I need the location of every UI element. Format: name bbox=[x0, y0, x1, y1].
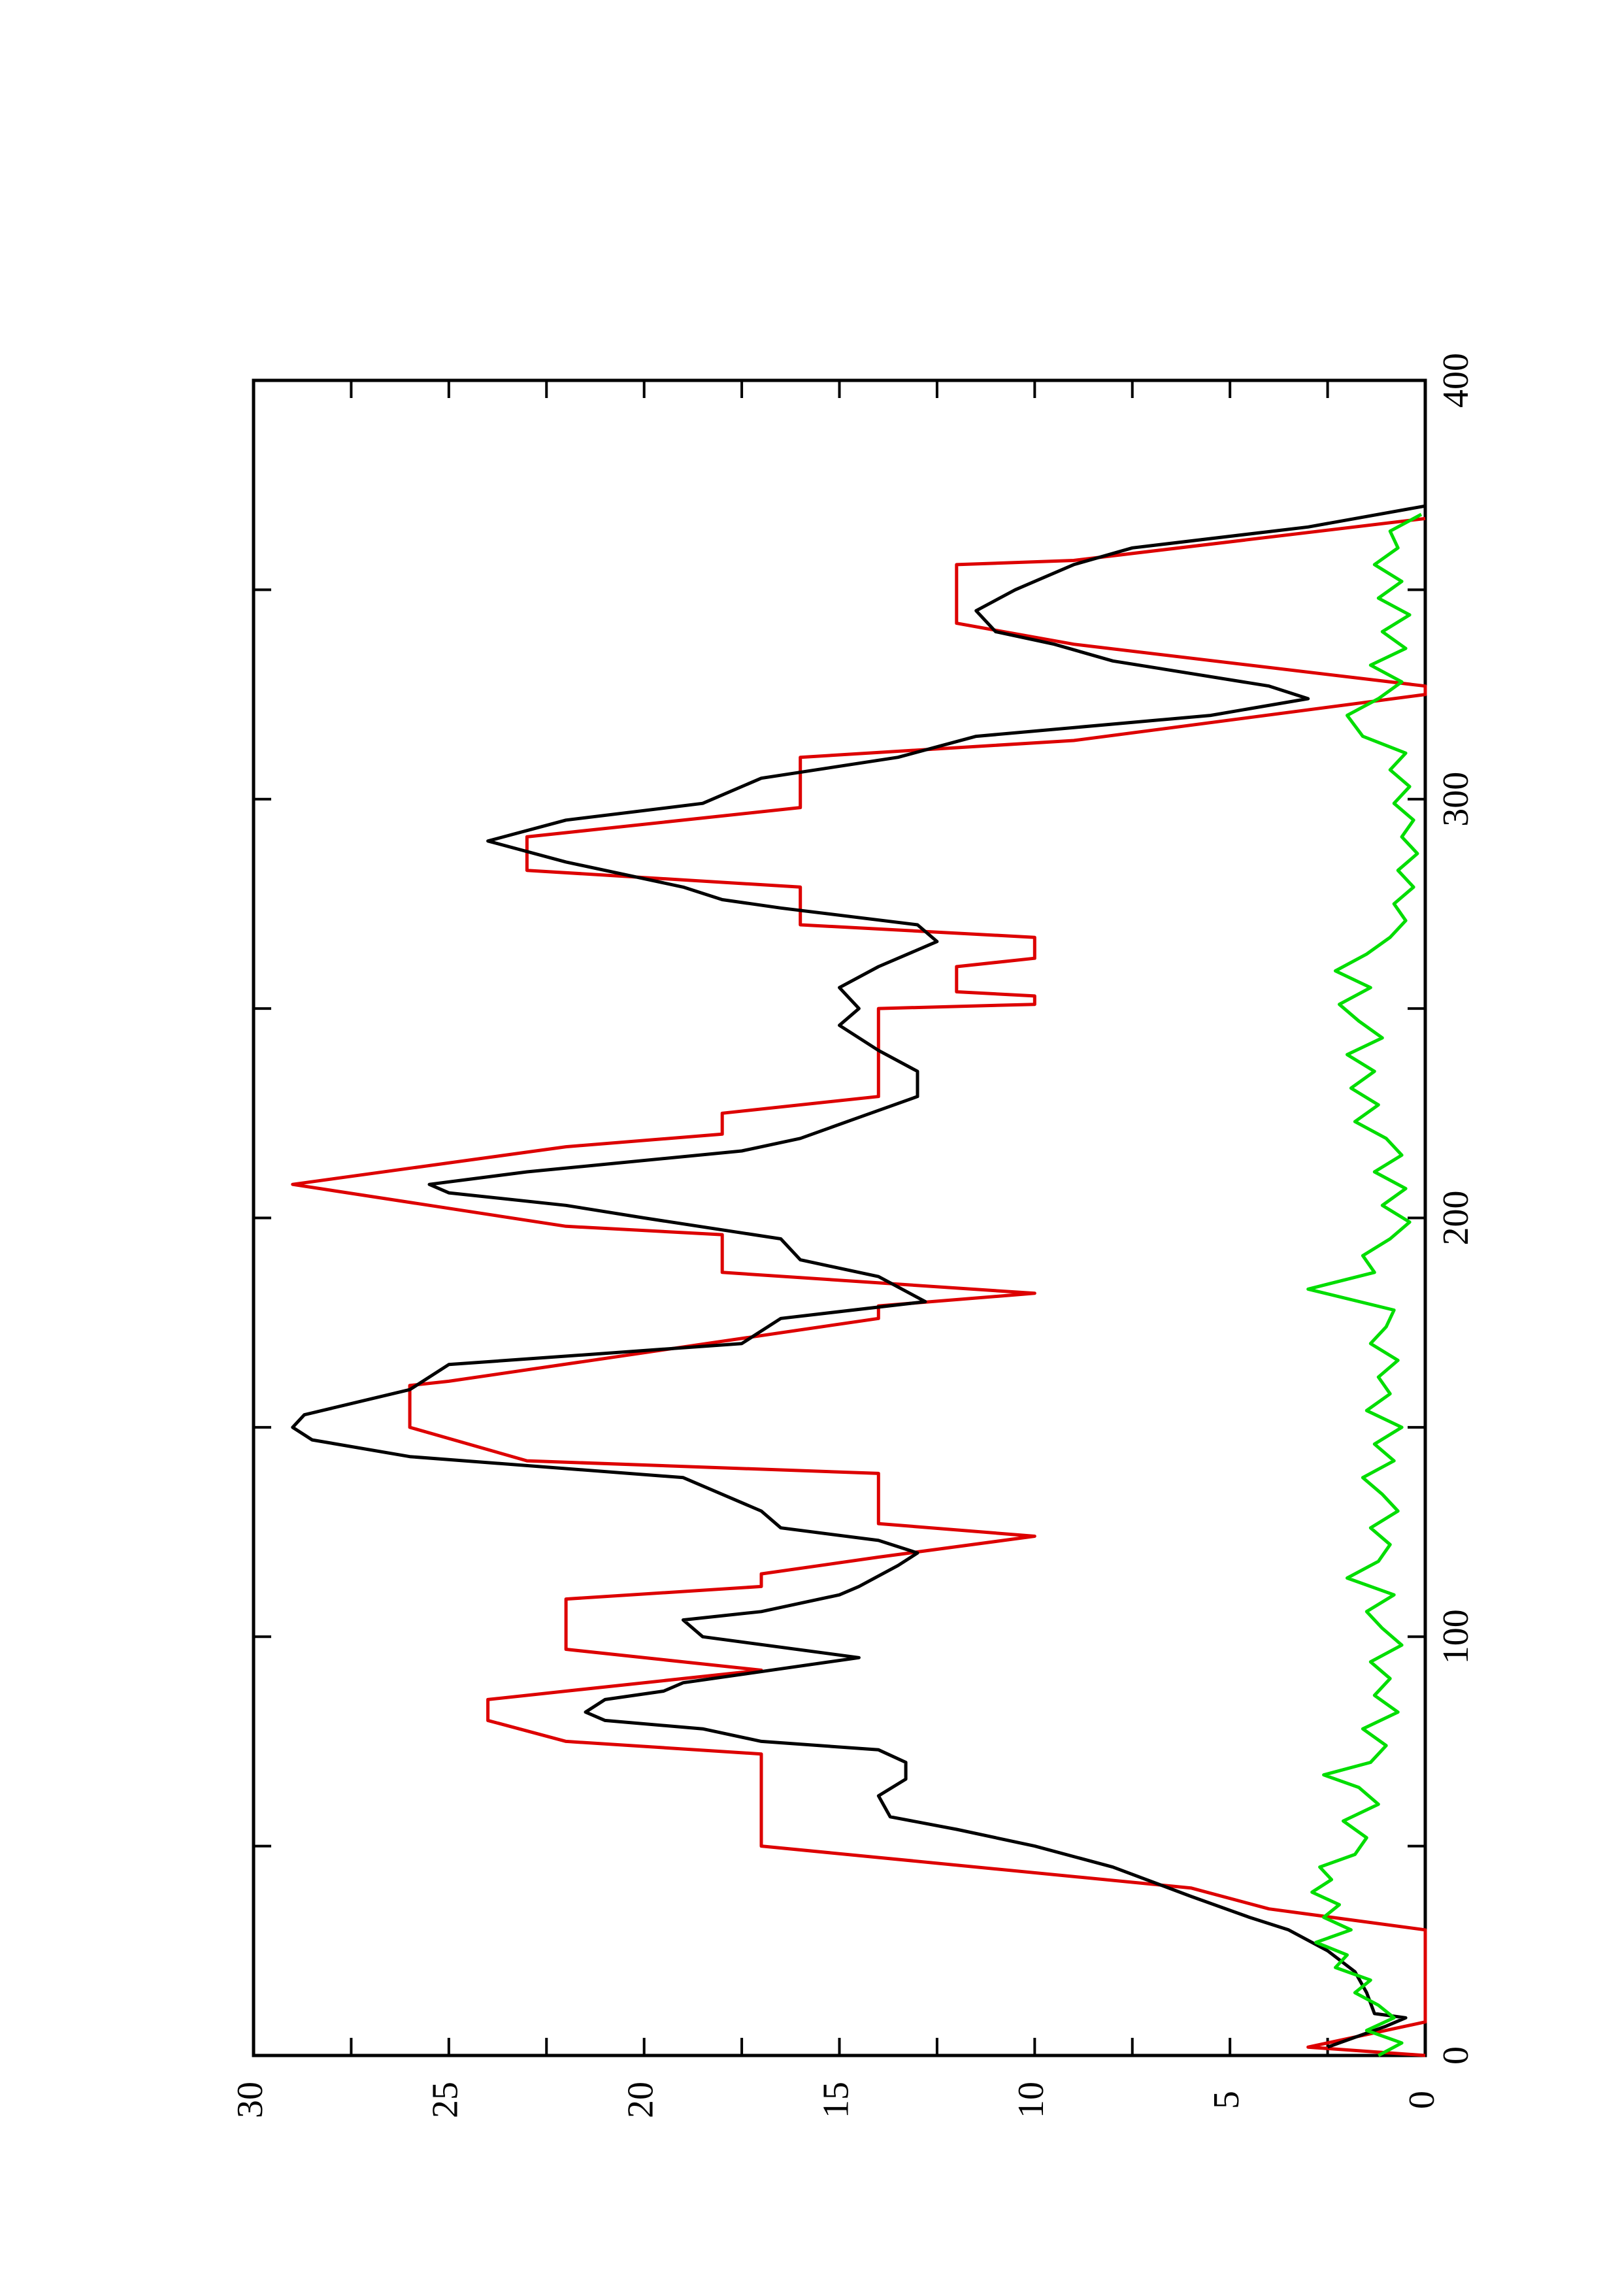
series-line bbox=[291, 516, 1427, 2057]
x-tick-label: 400 bbox=[1436, 353, 1476, 408]
x-tick-label: 0 bbox=[1436, 2046, 1476, 2065]
x-tick-label: 300 bbox=[1436, 772, 1476, 827]
y-tick-label: 20 bbox=[621, 2082, 661, 2118]
y-tick-label: 15 bbox=[816, 2082, 856, 2118]
y-tick-label: 5 bbox=[1206, 2091, 1247, 2109]
y-tick-label: 25 bbox=[425, 2082, 466, 2118]
plot-frame bbox=[252, 378, 1427, 2057]
y-tick-label: 10 bbox=[1011, 2082, 1051, 2118]
x-tick-label: 100 bbox=[1436, 1609, 1476, 1664]
series-line bbox=[291, 504, 1426, 2049]
x-tick-label: 200 bbox=[1436, 1191, 1476, 1246]
y-tick-label: 0 bbox=[1402, 2091, 1442, 2109]
series-line bbox=[1306, 512, 1423, 2057]
y-tick-label: 30 bbox=[230, 2082, 271, 2118]
